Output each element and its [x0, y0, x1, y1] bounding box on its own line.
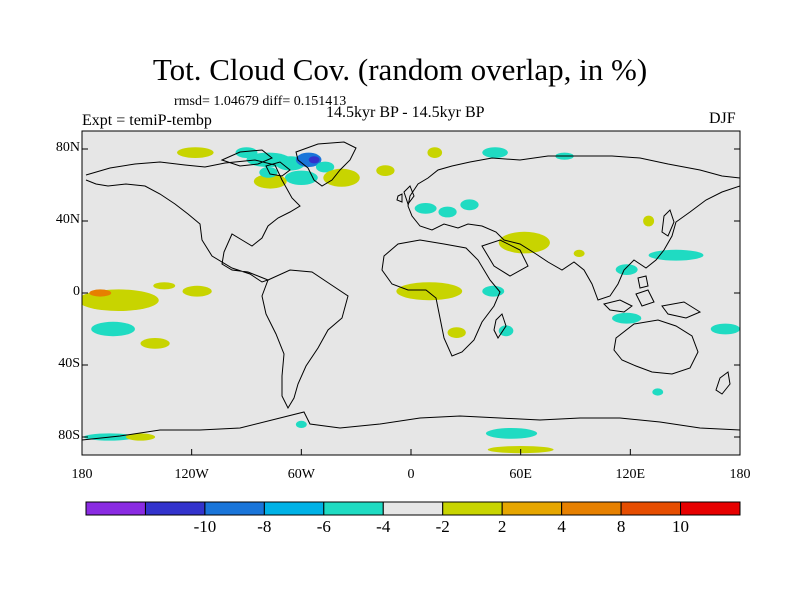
colorbar-swatch	[561, 501, 622, 516]
anomaly-patch-neg	[295, 420, 307, 428]
anomaly-patch-pos	[182, 285, 212, 297]
coastline-south-america	[261, 269, 349, 410]
lat-tick-label: 40S	[58, 356, 80, 371]
colorbar-swatch	[323, 501, 384, 516]
anomaly-patch-neg	[482, 147, 508, 159]
anomaly-patch-neg	[284, 170, 318, 185]
colorbar-label: -6	[316, 517, 331, 536]
coastline-arabia	[481, 239, 529, 277]
colorbar-swatch	[501, 501, 563, 516]
lat-tick-label: 0	[73, 284, 80, 299]
coastline-africa	[381, 239, 501, 357]
anomaly-patch-neg	[615, 264, 638, 275]
anomaly-patch-pos	[376, 165, 395, 177]
anomaly-patch-pos	[643, 215, 655, 227]
anomaly-patch-neg	[485, 428, 538, 439]
experiment-label: Expt = temiP-tembp	[82, 112, 212, 129]
lon-tick-label: 60E	[509, 467, 532, 482]
coastline-arctic-islands	[220, 149, 291, 177]
anomaly-patch-neg	[438, 206, 457, 218]
lon-tick-label: 180	[729, 467, 751, 482]
coastline-british-isles	[396, 185, 415, 206]
anomaly-patch-neg	[498, 325, 514, 337]
colorbar-swatch	[680, 501, 741, 516]
anomaly-patches	[82, 147, 740, 454]
colorbar-swatch	[442, 501, 503, 516]
anomaly-patch-neg	[710, 323, 740, 335]
colorbar-swatch	[620, 501, 682, 516]
colorbar-label: -10	[193, 517, 217, 536]
anomaly-patch-neg	[315, 161, 335, 173]
axis-ticks	[81, 148, 741, 455]
anomaly-patch-pos	[396, 282, 463, 301]
anomaly-patch-pos	[447, 327, 466, 338]
anomaly-patch-warm	[89, 289, 112, 297]
period-label: 14.5kyr BP - 14.5kyr BP	[326, 104, 485, 121]
colorbar-label: 10	[672, 517, 690, 536]
colorbar	[85, 501, 741, 516]
coastline-new-zealand	[715, 371, 731, 395]
coastline-north-america	[85, 159, 301, 283]
anomaly-patch-neg	[652, 388, 664, 396]
coastline-madagascar	[493, 313, 507, 339]
anomaly-patch-pos	[253, 174, 287, 189]
anomaly-patch-strongest	[308, 156, 320, 164]
anomaly-patch-pos	[140, 338, 170, 349]
coastline-antarctica	[82, 411, 740, 441]
anomaly-patch-pos	[323, 168, 360, 187]
colorbar-label: 4	[557, 517, 566, 536]
lon-tick-label: 120E	[615, 467, 646, 482]
anomaly-patch-pos	[573, 249, 585, 257]
season-label: DJF	[709, 110, 736, 127]
colorbar-label: -8	[257, 517, 272, 536]
anomaly-patch-neg	[259, 167, 278, 178]
colorbar-label: 2	[497, 517, 507, 536]
anomaly-patch-neg	[482, 285, 505, 297]
coastline-japan	[661, 209, 675, 237]
anomaly-patch-pos	[427, 147, 443, 159]
colorbar-swatch	[263, 501, 325, 516]
coastline-greenland	[295, 141, 357, 187]
anomaly-patch-pos	[177, 147, 214, 159]
colorbar-label: -2	[435, 517, 450, 536]
coastline-maritime-asia	[603, 275, 702, 319]
coastlines	[82, 141, 740, 441]
colorbar-swatch	[382, 501, 444, 516]
colorbar-swatch	[204, 501, 265, 516]
colorbar-label: -4	[376, 517, 391, 536]
colorbar-label: 8	[616, 517, 626, 536]
anomaly-patch-neg	[91, 321, 136, 337]
lon-tick-label: 180	[71, 467, 93, 482]
stats-label: rmsd= 1.04679 diff= 0.151413	[174, 94, 347, 109]
lon-tick-label: 120W	[174, 467, 209, 482]
lon-tick-label: 60W	[287, 467, 315, 482]
lon-tick-label: 0	[407, 467, 415, 482]
coastline-eurasia	[407, 155, 740, 301]
anomaly-patch-neg	[612, 312, 642, 324]
anomaly-patch-pos	[125, 433, 156, 441]
colorbar-swatch	[144, 501, 206, 516]
anomaly-patch-neg	[460, 199, 479, 211]
lat-tick-label: 80S	[58, 428, 80, 443]
lat-tick-label: 40N	[55, 212, 80, 227]
chart-title: Tot. Cloud Cov. (random overlap, in %)	[152, 52, 648, 87]
coastline-australia	[613, 319, 699, 375]
anomaly-patch-neg	[414, 203, 437, 214]
lat-tick-label: 80N	[55, 140, 80, 155]
anomaly-patch-pos	[153, 282, 176, 290]
anomaly-patch-pos	[498, 231, 550, 254]
colorbar-swatch	[85, 501, 146, 516]
